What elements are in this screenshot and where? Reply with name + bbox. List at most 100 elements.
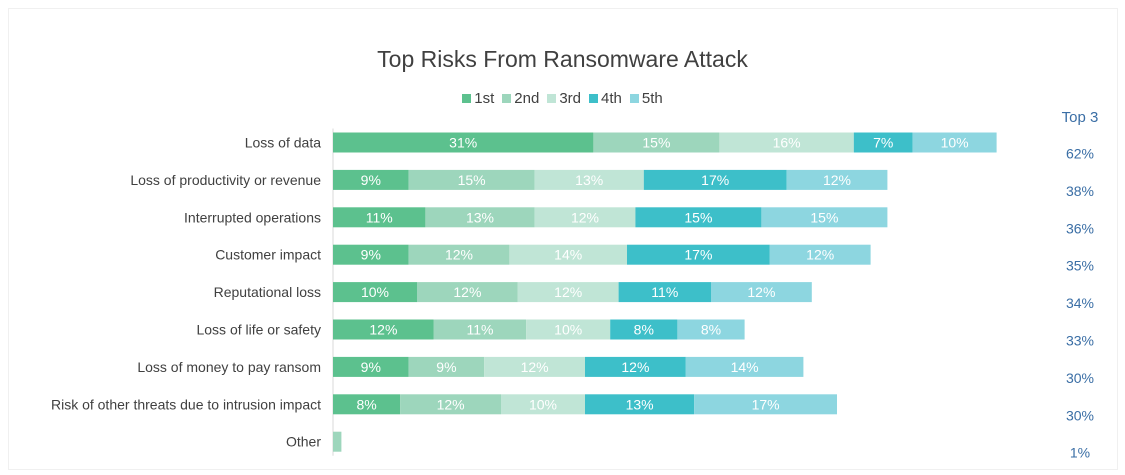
bar-segment-5th [694,394,837,415]
category-label: Risk of other threats due to intrusion i… [51,396,321,412]
legend-label-3rd: 3rd [559,90,581,107]
bar-segment-3rd [534,169,644,190]
top3-value: 1% [1070,445,1090,461]
data-label: 15% [458,172,486,188]
bar-segment-3rd [534,207,636,228]
top3-value: 34% [1066,295,1094,311]
top3-value: 30% [1066,407,1094,423]
bar-segment-1st [333,319,434,340]
data-label: 31% [449,135,477,151]
chart-title: Top Risks From Ransomware Attack [377,46,748,72]
bar-segment-2nd [593,132,720,153]
bar-segment-2nd [417,282,518,303]
bar-segment-5th [786,169,888,190]
bar-segment-5th [677,319,745,340]
bar-segment-2nd [408,356,485,377]
data-label: 15% [810,209,838,225]
category-label: Reputational loss [214,284,321,300]
legend-swatch-1st [462,94,472,103]
data-label: 11% [651,284,678,300]
data-label: 12% [621,359,649,375]
data-label: 12% [571,209,599,225]
category-label: Loss of data [245,135,321,151]
bar-segment-2nd [400,394,501,415]
bar-segment-1st [333,356,409,377]
bar-segment-1st [333,132,594,153]
data-label: 10% [361,284,389,300]
data-label: 8% [634,322,654,338]
data-label: 10% [941,135,969,151]
bar-segment-4th [853,132,913,153]
data-label: 17% [752,396,780,412]
top3-header: Top 3 [1061,109,1099,126]
chart-frame [8,8,1118,470]
bar-segment-5th [711,282,812,303]
data-label: 9% [361,359,381,375]
bar-segment-1st [333,282,417,303]
bar-segment-1st [333,207,426,228]
data-label: 13% [575,172,603,188]
data-label: 7% [873,135,893,151]
top3-value: 36% [1066,220,1094,236]
data-label: 17% [701,172,729,188]
category-label: Interrupted operations [184,209,321,225]
data-label: 12% [806,247,834,263]
category-label: Other [286,434,321,450]
data-label: 11% [467,322,494,338]
data-label: 9% [361,172,381,188]
category-label: Loss of money to pay ransom [137,359,321,375]
category-label: Customer impact [215,247,321,263]
data-label: 12% [747,284,775,300]
legend-label-5th: 5th [641,90,663,107]
bar-segment-4th [618,282,711,303]
legend-swatch-5th [629,94,639,103]
bar-segment-3rd [517,282,619,303]
category-label: Loss of life or safety [196,322,321,338]
data-label: 15% [642,135,670,151]
data-label: 12% [554,284,582,300]
data-label: 12% [369,322,397,338]
data-label: 16% [773,135,801,151]
data-label: 14% [731,359,759,375]
data-label: 12% [823,172,851,188]
bar-segment-5th [761,207,888,228]
legend-item-2nd: 2nd [502,90,539,107]
legend-swatch-2nd [502,94,512,103]
legend: 1st 2nd 3rd 4th 5th [0,90,1125,107]
bar-segment-4th [585,394,695,415]
data-label: 11% [366,209,393,225]
legend-item-4th: 4th [589,90,622,107]
bar-segment-1st [333,394,401,415]
top3-value: 62% [1066,146,1094,162]
bar-segment-4th [610,319,678,340]
data-label: 8% [701,322,721,338]
data-label: 13% [466,209,494,225]
bar-segment-3rd [719,132,854,153]
bar-segment-5th [769,244,871,265]
bar-segment-4th [627,244,770,265]
bar-segment-3rd [509,244,627,265]
data-label: 12% [453,284,481,300]
bar-segment-4th [643,169,787,190]
bar-segment-4th [585,356,686,377]
top3-value: 38% [1066,183,1094,199]
data-label: 14% [554,247,582,263]
legend-label-1st: 1st [474,90,495,107]
bar-segment-1st [333,244,409,265]
data-label: 12% [437,396,465,412]
top3-value: 30% [1066,370,1094,386]
bar-segment-5th [685,356,804,377]
legend-item-5th: 5th [629,90,663,107]
data-label: 9% [436,359,456,375]
legend-label-2nd: 2nd [514,90,540,107]
bar-segment-3rd [526,319,611,340]
data-label: 17% [684,247,712,263]
bar-segment-1st [333,169,409,190]
data-label: 12% [445,247,473,263]
bar-segment-2nd [433,319,527,340]
legend-item-1st: 1st [462,90,494,107]
category-label: Loss of productivity or revenue [130,172,321,188]
data-label: 9% [361,247,381,263]
bar-segment-3rd [501,394,585,415]
